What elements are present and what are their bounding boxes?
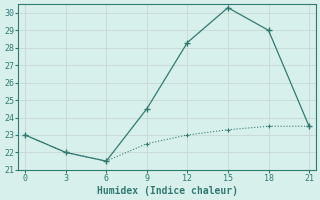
X-axis label: Humidex (Indice chaleur): Humidex (Indice chaleur)	[97, 186, 237, 196]
